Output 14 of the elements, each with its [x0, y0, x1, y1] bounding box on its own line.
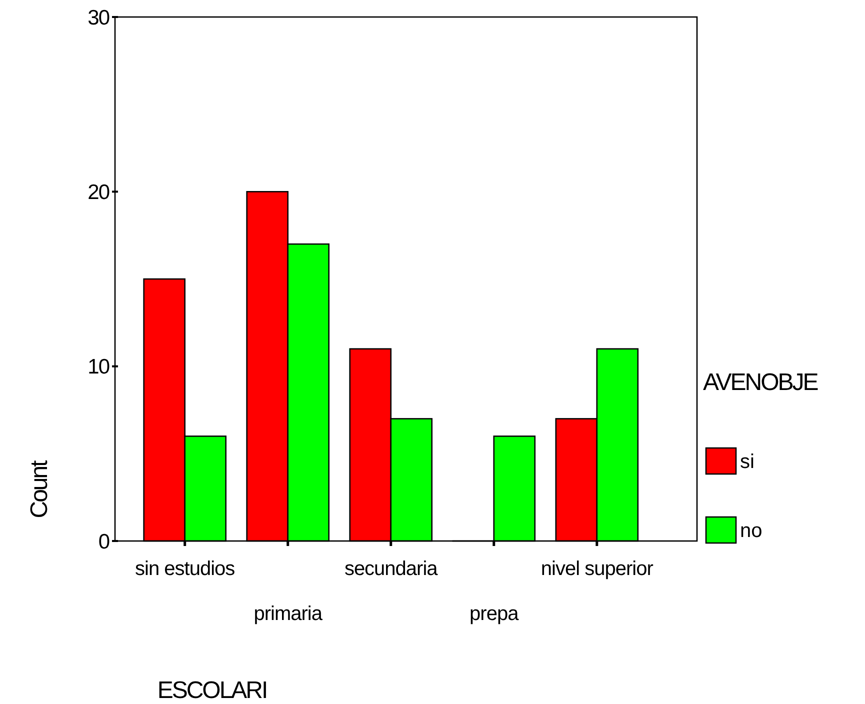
y-tick-label: 20 [88, 181, 110, 204]
y-axis-title: Count [26, 460, 53, 518]
x-axis-title: ESCOLARI [157, 677, 267, 704]
x-tick-label: nivel superior [540, 558, 654, 580]
legend-title: AVENOBJE [703, 369, 818, 396]
legend-label: si [740, 451, 754, 473]
y-tick-label: 0 [98, 530, 110, 554]
y-tick-label: 30 [88, 6, 110, 30]
y-tick-label: 10 [88, 356, 110, 379]
x-tick-label: primaria [254, 603, 324, 625]
x-tick-label: secundaria [344, 558, 439, 580]
x-tick-label: sin estudios [135, 558, 236, 580]
x-tick-label: prepa [470, 603, 520, 625]
legend-label: no [740, 520, 762, 542]
